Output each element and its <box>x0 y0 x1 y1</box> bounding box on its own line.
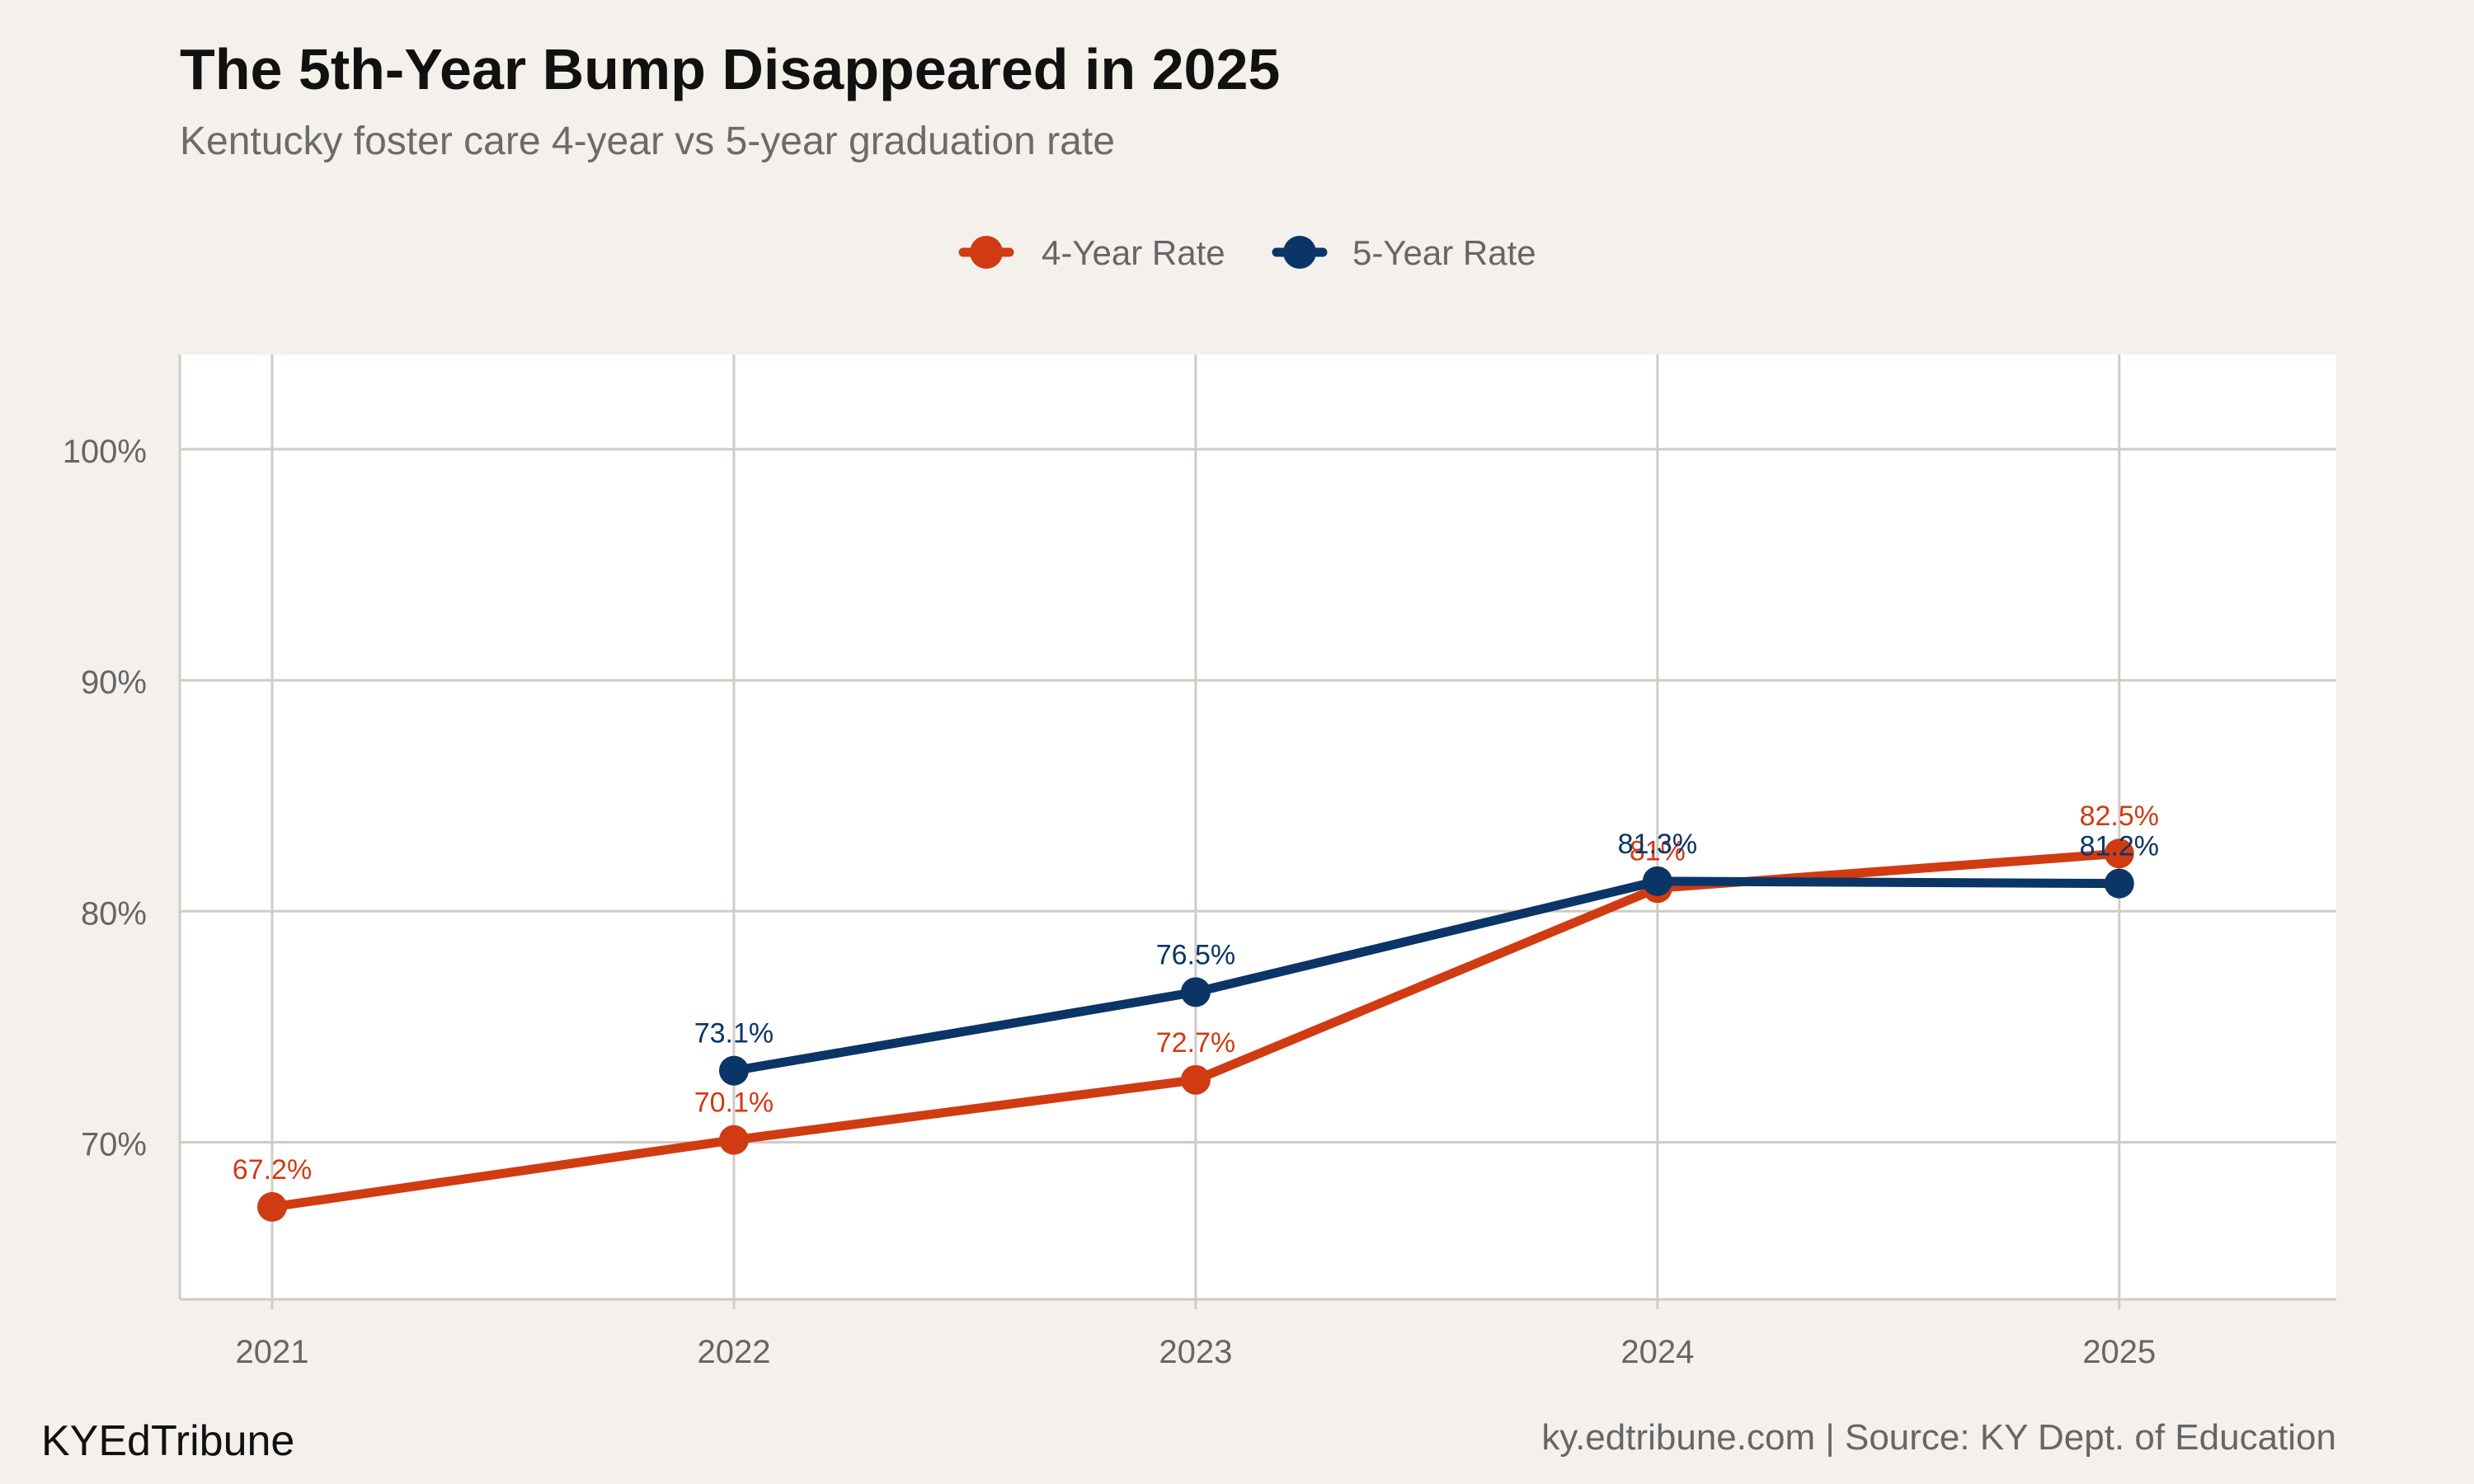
data-label: 70.1% <box>694 1087 774 1119</box>
chart-title: The 5th-Year Bump Disappeared in 2025 <box>180 37 1280 101</box>
data-label: 81.2% <box>2080 831 2159 862</box>
x-tick-label: 2021 <box>235 1334 308 1370</box>
data-label: 81.3% <box>1618 829 1697 860</box>
data-label: 76.5% <box>1156 939 1235 970</box>
chart-subtitle: Kentucky foster care 4-year vs 5-year gr… <box>180 120 1115 163</box>
x-tick-label: 2024 <box>1620 1334 1694 1370</box>
grid-layer <box>180 355 2336 1299</box>
legend-label: 4-Year Rate <box>1042 233 1225 272</box>
y-tick-label: 80% <box>81 895 147 932</box>
legend-point <box>970 236 1003 269</box>
data-point <box>2104 868 2134 899</box>
data-point <box>256 1191 287 1222</box>
plot-panel <box>180 355 2336 1299</box>
series-layer <box>256 838 2134 1222</box>
y-tick-label: 70% <box>81 1126 147 1162</box>
x-tick-label: 2022 <box>697 1334 770 1370</box>
data-point <box>1180 1064 1211 1095</box>
data-label: 82.5% <box>2080 801 2159 832</box>
x-tick-label: 2023 <box>1159 1334 1232 1370</box>
y-tick-label: 90% <box>81 665 147 701</box>
legend: 4-Year Rate 5-Year Rate <box>958 233 1536 272</box>
brand-label: KYEdTribune <box>41 1417 294 1465</box>
y-tick-label: 100% <box>63 434 147 470</box>
data-point <box>718 1055 749 1086</box>
x-tick-label: 2025 <box>2082 1334 2156 1370</box>
data-label: 72.7% <box>1156 1027 1235 1059</box>
data-point <box>1642 866 1672 896</box>
legend-label: 5-Year Rate <box>1352 233 1536 272</box>
data-point <box>718 1125 749 1155</box>
series-line <box>729 876 2124 1076</box>
data-label: 73.1% <box>694 1018 774 1050</box>
data-label-layer: 67.2% 70.1% 72.7% 81% 82.5% 73.1% 76.5% 81.3% 81… <box>233 801 2159 1186</box>
data-point <box>2104 838 2134 869</box>
legend-point <box>1283 236 1316 269</box>
data-label: 81% <box>1630 835 1686 866</box>
source-text: ky.edtribune.com | Source: KY Dept. of E… <box>1541 1417 2336 1458</box>
axis-layer: 70% 80% 90% 100% 2021 2022 2023 2024 2025 <box>63 355 2336 1370</box>
data-label: 67.2% <box>233 1154 312 1186</box>
data-point <box>1180 977 1211 1007</box>
